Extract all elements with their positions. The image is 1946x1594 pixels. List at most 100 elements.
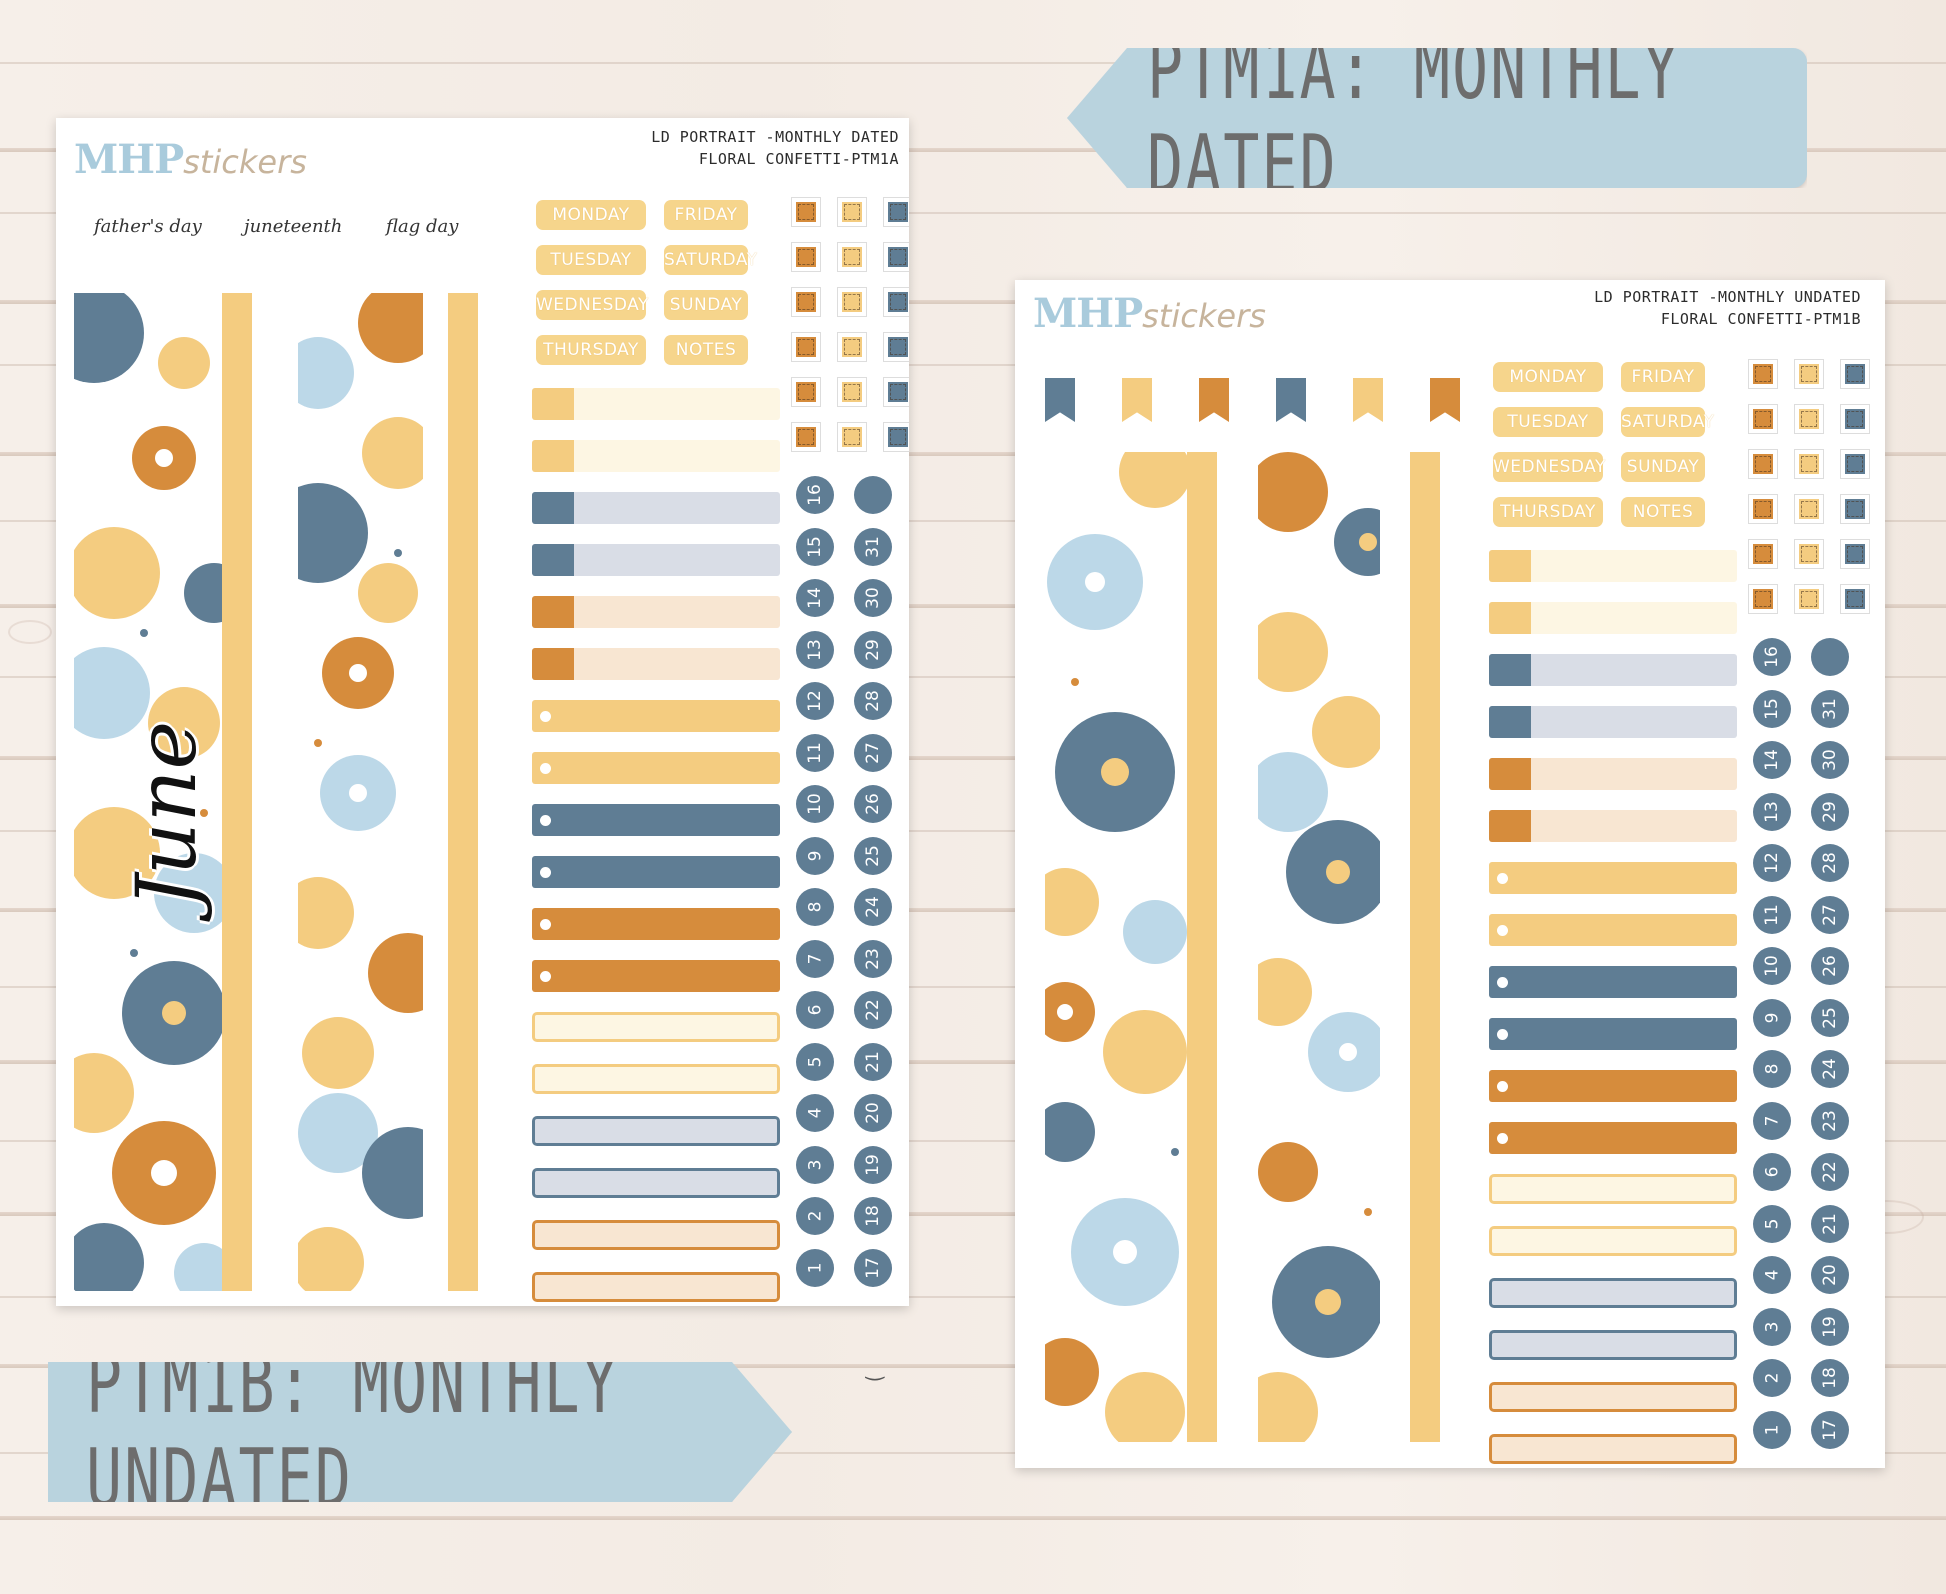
undated-banner-text: PTM1B: MONTHLY UNDATED <box>86 1337 620 1527</box>
outline-bar-sticker <box>532 1064 780 1094</box>
weekday-label: SUNDAY <box>664 290 748 320</box>
bar-dot <box>1497 977 1508 988</box>
sheet-title: LD PORTRAIT -MONTHLY DATED FLORAL CONFET… <box>651 126 899 170</box>
date-circle: 26 <box>1811 947 1849 985</box>
tab-bar-sticker <box>532 596 780 628</box>
bar-dot <box>540 971 551 982</box>
bar-tab <box>1489 706 1531 738</box>
weekday-label: SUNDAY <box>1621 452 1705 482</box>
bar-dot <box>540 867 551 878</box>
date-number: 11 <box>1761 903 1782 926</box>
checkbox-sticker <box>883 332 909 362</box>
weekday-label: WEDNESDAY <box>536 290 648 320</box>
checkbox-sticker <box>791 377 821 407</box>
date-number: 31 <box>1819 697 1840 720</box>
date-circle: 3 <box>1753 1307 1791 1346</box>
checkbox-sticker <box>883 377 909 407</box>
bar-tab <box>532 492 574 524</box>
sheet-title-line2: FLORAL CONFETTI-PTM1B <box>1660 310 1861 328</box>
date-circle <box>854 476 892 514</box>
date-number: 21 <box>862 1050 883 1073</box>
date-circle: 28 <box>854 682 892 720</box>
bar-tab <box>1489 810 1531 842</box>
date-number: 13 <box>1761 800 1782 823</box>
date-number: 18 <box>1819 1367 1840 1389</box>
outline-bar-sticker <box>532 1272 780 1302</box>
date-circle: 6 <box>796 991 834 1029</box>
date-number: 10 <box>804 793 825 815</box>
floral-pattern <box>1045 452 1191 1442</box>
washi-stripe <box>448 293 478 1291</box>
date-number: 27 <box>1819 903 1840 926</box>
outline-bar-sticker <box>1489 1382 1737 1412</box>
checkbox-sticker <box>1840 584 1870 614</box>
date-number: 16 <box>804 484 825 506</box>
checkbox-sticker <box>1748 359 1778 389</box>
flag-sticker <box>1199 378 1229 422</box>
date-circle: 14 <box>1753 741 1791 779</box>
floral-pattern <box>298 293 423 1291</box>
outline-bar-sticker <box>1489 1434 1737 1464</box>
weekday-label: SATURDAY <box>664 245 757 275</box>
date-number: 7 <box>1761 1115 1782 1126</box>
logo-script: stickers <box>1142 297 1266 335</box>
floral-strip-2 <box>1258 452 1380 1442</box>
flag-sticker <box>1430 378 1460 422</box>
bar-dot <box>540 711 551 722</box>
bar-dot <box>540 919 551 930</box>
date-circle: 25 <box>1811 998 1849 1037</box>
date-circle: 23 <box>854 939 892 978</box>
date-circle: 12 <box>1753 844 1791 882</box>
checkbox-sticker <box>1840 449 1870 479</box>
dot-bar-sticker <box>1489 1122 1737 1154</box>
date-number: 10 <box>1761 955 1782 977</box>
date-circle: 27 <box>854 733 892 772</box>
date-circle: 29 <box>1811 792 1849 831</box>
date-circle: 26 <box>854 785 892 823</box>
date-circle: 17 <box>1811 1410 1849 1449</box>
date-circle: 8 <box>796 888 834 926</box>
date-number: 25 <box>1819 1006 1840 1029</box>
tab-bar-sticker <box>532 544 780 576</box>
date-circle: 23 <box>1811 1101 1849 1140</box>
dot-bar-sticker <box>532 908 780 940</box>
sheet-title-line1: LD PORTRAIT -MONTHLY DATED <box>651 128 899 146</box>
checkbox-sticker <box>791 242 821 272</box>
date-number: 18 <box>862 1205 883 1227</box>
date-number: 6 <box>804 1004 825 1016</box>
date-number: 7 <box>804 953 825 964</box>
date-number: 12 <box>804 690 825 712</box>
date-number: 2 <box>804 1210 825 1222</box>
holiday-label: father's day <box>94 216 202 237</box>
date-number: 31 <box>862 535 883 558</box>
outline-bar-sticker <box>1489 1330 1737 1360</box>
date-number: 20 <box>862 1102 883 1124</box>
date-number: 30 <box>862 587 883 609</box>
date-number: 6 <box>1761 1166 1782 1178</box>
checkbox-sticker <box>883 422 909 452</box>
weekday-label: FRIDAY <box>664 200 748 230</box>
date-circle: 1 <box>1753 1410 1791 1449</box>
bar-dot <box>540 815 551 826</box>
date-number: 4 <box>1761 1269 1782 1281</box>
date-number: 17 <box>862 1256 883 1279</box>
tab-bar-sticker <box>1489 810 1737 842</box>
date-number: 13 <box>804 638 825 661</box>
date-circle: 22 <box>854 991 892 1029</box>
sheet-title: LD PORTRAIT -MONTHLY UNDATED FLORAL CONF… <box>1594 286 1861 330</box>
date-number: 19 <box>1819 1315 1840 1338</box>
dot-bar-sticker <box>1489 914 1737 946</box>
outline-bar-sticker <box>532 1116 780 1146</box>
date-circle: 18 <box>854 1197 892 1235</box>
floral-strip-1 <box>74 293 224 1291</box>
dot-bar-sticker <box>532 856 780 888</box>
date-number: 8 <box>804 901 825 913</box>
checkbox-sticker <box>837 332 867 362</box>
bar-tab <box>1489 654 1531 686</box>
date-number: 28 <box>862 690 883 712</box>
tab-bar-sticker <box>1489 654 1737 686</box>
outline-bar-sticker <box>532 1220 780 1250</box>
checkbox-sticker <box>837 242 867 272</box>
date-circle: 7 <box>1753 1101 1791 1140</box>
date-number: 2 <box>1761 1372 1782 1384</box>
